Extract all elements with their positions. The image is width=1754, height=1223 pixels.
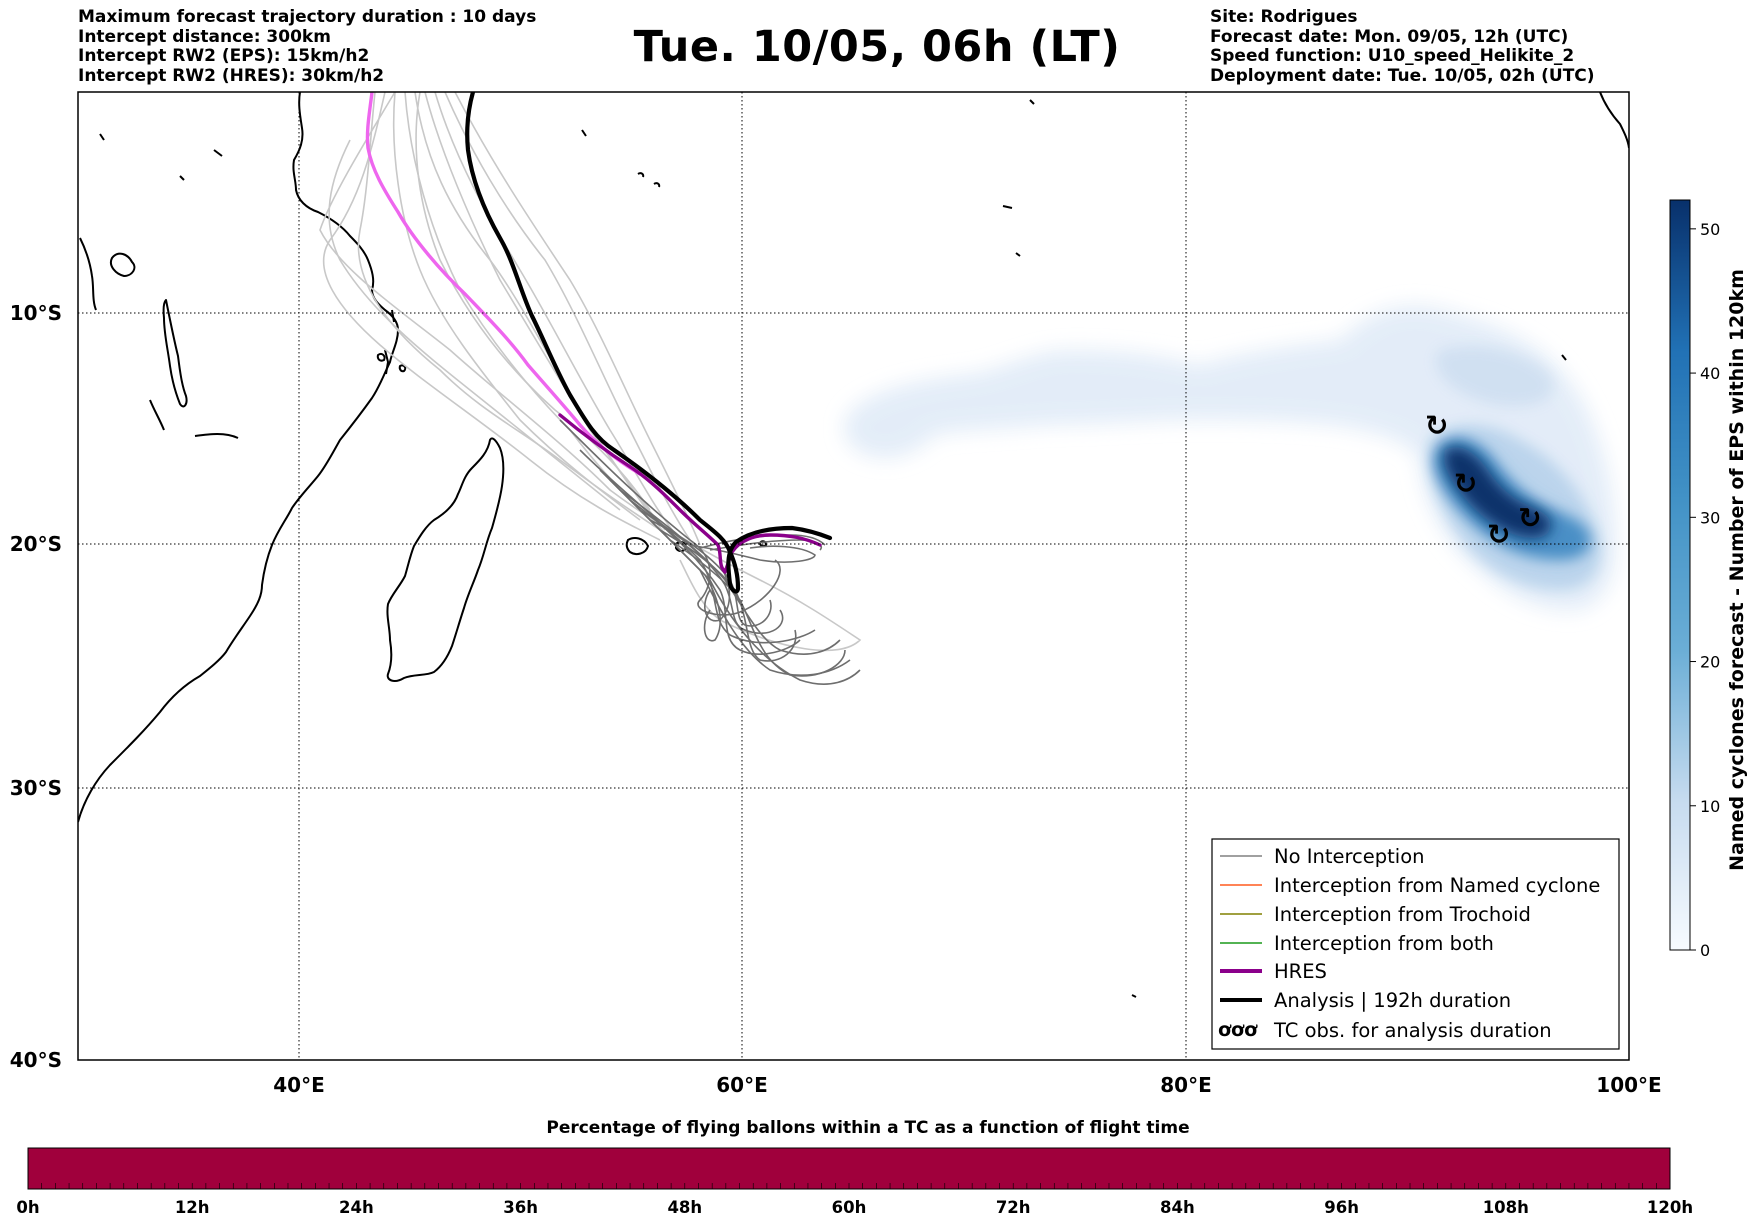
legend-label-hres: HRES bbox=[1274, 960, 1327, 983]
timebar-tick-label: 60h bbox=[832, 1198, 867, 1217]
tc-observation-icon: ↻ bbox=[1425, 409, 1448, 442]
colorbar-tick-label: 40 bbox=[1700, 364, 1720, 383]
legend-label-tc-obs: TC obs. for analysis duration bbox=[1273, 1019, 1552, 1042]
flight-time-bar: Percentage of flying ballons within a TC… bbox=[16, 1118, 1693, 1217]
trajectories-light bbox=[319, 92, 862, 652]
lon-tick-100: 100°E bbox=[1596, 1073, 1661, 1097]
deployment-date-text: Deployment date: Tue. 10/05, 02h (UTC) bbox=[1210, 65, 1595, 86]
map-legend: No Interception Interception from Named … bbox=[1211, 838, 1620, 1050]
timebar-tick-label: 84h bbox=[1160, 1198, 1195, 1217]
timebar-tick-label: 36h bbox=[503, 1198, 538, 1217]
timebar-tick-label: 96h bbox=[1324, 1198, 1359, 1217]
timebar-tick-label: 48h bbox=[667, 1198, 702, 1217]
lat-tick-30: 30°S bbox=[10, 776, 62, 800]
lon-tick-80: 80°E bbox=[1160, 1073, 1212, 1097]
timebar-tick-labels: 0h 12h 24h 36h 48h 60h 72h 84h 96h 108h 120h bbox=[16, 1198, 1693, 1217]
timebar-tick-label: 0h bbox=[16, 1198, 39, 1217]
max-duration-text: Maximum forecast trajectory duration : 1… bbox=[78, 7, 537, 27]
lon-tick-40: 40°E bbox=[273, 1073, 325, 1097]
legend-label-analysis: Analysis | 192h duration bbox=[1274, 989, 1511, 1012]
colorbar-tick-label: 20 bbox=[1700, 653, 1720, 672]
tc-observation-icon: ↻ bbox=[1518, 502, 1541, 535]
map-grid bbox=[78, 92, 1629, 1060]
speed-function-text: Speed function: U10_speed_Helikite_2 bbox=[1210, 46, 1575, 66]
intercept-hres-text: Intercept RW2 (HRES): 30km/h2 bbox=[78, 65, 385, 86]
tc-observation-icon: ↻ bbox=[1454, 467, 1477, 500]
timebar-title: Percentage of flying ballons within a TC… bbox=[546, 1118, 1189, 1138]
colorbar-tick-label: 30 bbox=[1700, 508, 1720, 527]
legend-label-named-cyclone: Interception from Named cyclone bbox=[1274, 874, 1600, 897]
header-right-info: Site: Rodrigues Forecast date: Mon. 09/0… bbox=[1210, 7, 1595, 86]
lat-tick-labels: 10°S 20°S 30°S 40°S bbox=[10, 301, 62, 1072]
analysis-trajectory bbox=[465, 92, 833, 594]
intercept-eps-text: Intercept RW2 (EPS): 15km/h2 bbox=[78, 46, 370, 66]
lat-tick-20: 20°S bbox=[10, 532, 62, 556]
timebar-tick-label: 24h bbox=[339, 1198, 374, 1217]
legend-label-no-interception: No Interception bbox=[1274, 845, 1425, 868]
header-left-info: Maximum forecast trajectory duration : 1… bbox=[78, 7, 537, 86]
lat-tick-10: 10°S bbox=[10, 301, 62, 325]
colorbar-ticks: 0 10 20 30 40 50 bbox=[1690, 220, 1720, 960]
timebar-tick-label: 120h bbox=[1647, 1198, 1693, 1217]
legend-label-trochoid: Interception from Trochoid bbox=[1274, 903, 1531, 926]
hres-trajectory bbox=[365, 92, 822, 574]
map-title: Tue. 10/05, 06h (LT) bbox=[0, 22, 1754, 72]
map-frame bbox=[77, 91, 1630, 1061]
lon-tick-60: 60°E bbox=[716, 1073, 768, 1097]
colorbar-gradient bbox=[1669, 199, 1691, 951]
timebar-tick-label: 12h bbox=[175, 1198, 210, 1217]
timebar-tick-label: 108h bbox=[1483, 1198, 1529, 1217]
cyclone-symbol-icon: ơơơ bbox=[1218, 1019, 1258, 1041]
intercept-distance-text: Intercept distance: 300km bbox=[78, 26, 331, 47]
tc-observations: ↻↻↻ ↻ bbox=[1425, 409, 1542, 551]
cyclone-density-shading bbox=[844, 305, 1617, 611]
tc-observation-icon: ↻ bbox=[1487, 518, 1510, 551]
colorbar-tick-label: 0 bbox=[1700, 941, 1710, 960]
legend-label-both: Interception from both bbox=[1274, 932, 1494, 955]
colorbar-tick-label: 50 bbox=[1700, 220, 1720, 239]
colorbar-tick-label: 10 bbox=[1700, 797, 1720, 816]
colorbar-label: Named cyclones forecast - Number of EPS … bbox=[1726, 269, 1748, 871]
site-text: Site: Rodrigues bbox=[1210, 7, 1358, 27]
cyclone-colorbar: 0 10 20 30 40 50 Named cyclones forecast - Nu… bbox=[1669, 199, 1748, 960]
timebar-tick-label: 72h bbox=[996, 1198, 1031, 1217]
map-title-text: Tue. 10/05, 06h (LT) bbox=[633, 22, 1121, 72]
lat-tick-40: 40°S bbox=[10, 1048, 62, 1072]
forecast-date-text: Forecast date: Mon. 09/05, 12h (UTC) bbox=[1210, 26, 1569, 47]
timebar-fill bbox=[27, 1147, 1671, 1190]
coastlines bbox=[78, 92, 1629, 998]
timebar-minor-ticks bbox=[27, 1183, 1671, 1189]
legend-box bbox=[1211, 838, 1620, 1050]
lon-tick-labels: 40°E 60°E 80°E 100°E bbox=[273, 1073, 1661, 1097]
